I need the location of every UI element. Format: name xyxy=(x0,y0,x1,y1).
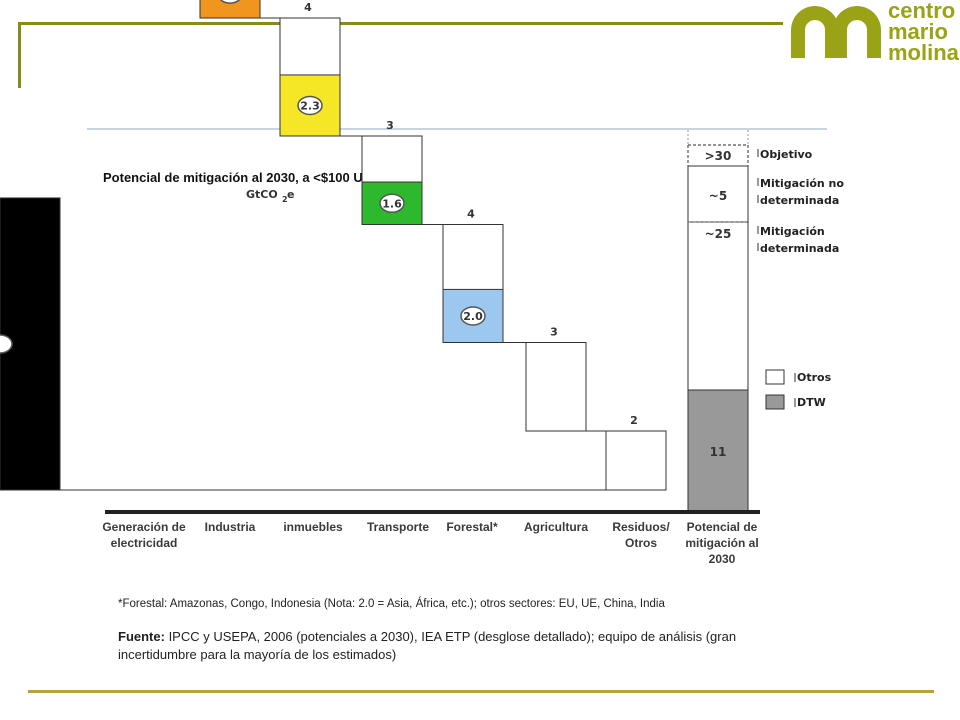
total-bar-determinada-segment xyxy=(687,221,749,391)
dtw-value-badge-1 xyxy=(219,0,241,4)
total-value-label-4: 4 xyxy=(467,208,475,221)
legend-label-otros: Otros xyxy=(797,371,832,384)
frame-top-line xyxy=(18,22,783,25)
total-value-label-2: 4 xyxy=(304,1,312,14)
total-bar-determinada-label: ~25 xyxy=(705,227,732,241)
category-label-6: Residuos/Otros xyxy=(601,519,681,551)
category-label-0-line-0: Generación de xyxy=(102,520,186,534)
unit-base-text: GtCO xyxy=(246,188,278,201)
dtw-value-badge-2 xyxy=(297,95,323,116)
category-label-2: inmuebles xyxy=(273,519,353,535)
total-bar-no-determinada-segment xyxy=(687,165,749,223)
footnote: *Forestal: Amazonas, Congo, Indonesia (N… xyxy=(118,598,665,610)
category-label-4: Forestal* xyxy=(437,519,507,535)
brand-line-1: centro xyxy=(888,0,956,23)
total-bar-dtw-segment xyxy=(687,389,749,513)
total-value-label-3: 3 xyxy=(386,119,394,132)
total-bar-no-determinada-label: ~5 xyxy=(709,189,727,203)
legend-label-dtw: DTW xyxy=(797,396,826,409)
category-label-3-line-0: Transporte xyxy=(366,520,429,534)
legend-label-det-1: determinada xyxy=(760,242,839,255)
category-label-5-line-0: Agricultura xyxy=(523,520,588,534)
legend-swatch-dtw xyxy=(765,394,785,410)
total-bar-dtw-label: 11 xyxy=(710,445,727,459)
unit-tail-text: e xyxy=(287,188,294,201)
unit-sub-text: 2 xyxy=(282,195,288,204)
chart-title: Potencial de mitigación al 2030, a <$100… xyxy=(103,170,405,185)
total-value-label-6: 2 xyxy=(630,414,638,427)
dtw-value-badge-3 xyxy=(379,193,405,214)
dtw-value-label-2: 2.3 xyxy=(300,99,320,112)
category-label-4-line-0: Forestal* xyxy=(446,520,498,534)
legend-label-det-0: Mitigación xyxy=(760,225,825,238)
category-label-0: Generación de electricidad xyxy=(89,519,199,551)
category-label-2-line-0: inmuebles xyxy=(283,520,343,534)
centro-mario-molina-logo-icon xyxy=(787,2,885,65)
category-label-5: Agricultura xyxy=(516,519,596,535)
source-label: Fuente: xyxy=(118,629,165,644)
category-label-1: Industria xyxy=(195,519,265,535)
dtw-value-badge-7 xyxy=(0,334,13,354)
source-text: IPCC y USEPA, 2006 (potenciales a 2030),… xyxy=(118,629,737,662)
category-label-7-line-2: 2030 xyxy=(708,552,736,566)
source-note: Fuente: IPCC y USEPA, 2006 (potenciales … xyxy=(118,628,778,664)
total-value-label-5: 3 xyxy=(550,326,558,339)
dtw-value-label-1: 1.8 xyxy=(220,0,240,1)
brand-line-3: molina xyxy=(888,40,959,65)
unit-label: GtCO 2 e xyxy=(246,188,294,204)
frame-bottom-line xyxy=(28,690,934,693)
category-label-0-line-1: electricidad xyxy=(110,536,178,550)
legend-label-objetivo-0: Objetivo xyxy=(760,148,813,161)
category-label-6-line-0: Residuos/ xyxy=(612,520,670,534)
dtw-value-label-4: 2.0 xyxy=(463,310,483,323)
category-label-1-line-0: Industria xyxy=(204,520,256,534)
frame-left-line xyxy=(18,22,21,88)
category-label-7-line-1: mitigación al xyxy=(685,536,759,550)
brand-wordmark: centro mario molina xyxy=(888,0,959,65)
category-label-3: Transporte xyxy=(358,519,438,535)
legend-swatch-otros xyxy=(765,369,785,385)
brand-line-2: mario xyxy=(888,19,948,44)
bar-total-5 xyxy=(525,342,587,432)
legend-label-no_det-1: determinada xyxy=(760,194,839,207)
bar-total-6 xyxy=(605,430,667,491)
bar-dtw-1 xyxy=(199,0,261,19)
category-label-7-line-0: Potencial de xyxy=(686,520,758,534)
dtw-value-label-3: 1.6 xyxy=(382,197,402,210)
dtw-value-badge-4 xyxy=(460,306,486,326)
category-label-7: Potencial de mitigación al 2030 xyxy=(672,519,772,567)
category-label-6-line-1: Otros xyxy=(624,536,657,550)
legend-label-no_det-0: Mitigación no xyxy=(760,177,844,190)
total-bar-objetivo-label: >30 xyxy=(705,149,732,163)
